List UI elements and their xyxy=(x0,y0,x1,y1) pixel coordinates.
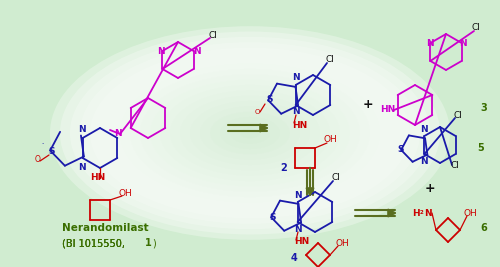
Ellipse shape xyxy=(60,32,440,234)
Text: N: N xyxy=(426,38,434,48)
Text: S: S xyxy=(270,214,276,222)
Text: N: N xyxy=(424,209,432,218)
Ellipse shape xyxy=(70,37,430,229)
Text: Cl: Cl xyxy=(208,30,218,40)
Text: +: + xyxy=(424,182,436,194)
Text: N: N xyxy=(193,48,201,57)
Ellipse shape xyxy=(180,96,320,170)
Text: 5: 5 xyxy=(478,143,484,153)
Text: S: S xyxy=(267,96,273,104)
Text: OH: OH xyxy=(335,238,349,248)
Ellipse shape xyxy=(160,85,340,181)
Ellipse shape xyxy=(240,128,260,138)
Text: N: N xyxy=(114,129,122,139)
Text: HN: HN xyxy=(90,174,106,183)
Ellipse shape xyxy=(120,64,380,202)
Text: N: N xyxy=(294,225,302,234)
Text: S: S xyxy=(49,147,55,156)
Text: H: H xyxy=(412,209,420,218)
Text: O: O xyxy=(254,109,260,115)
Text: OH: OH xyxy=(323,135,337,144)
Text: N: N xyxy=(420,125,428,135)
Ellipse shape xyxy=(190,101,310,165)
Text: N: N xyxy=(459,38,467,48)
Text: ): ) xyxy=(152,238,156,248)
Text: N: N xyxy=(157,48,165,57)
Ellipse shape xyxy=(100,53,400,213)
Text: 4: 4 xyxy=(290,253,298,263)
Text: Cl: Cl xyxy=(332,174,340,183)
Text: 6: 6 xyxy=(480,223,488,233)
Text: N: N xyxy=(78,125,86,135)
Text: +: + xyxy=(362,99,374,112)
Ellipse shape xyxy=(230,122,270,144)
Ellipse shape xyxy=(140,74,360,192)
Ellipse shape xyxy=(130,69,370,197)
Text: (BI 1015550,: (BI 1015550, xyxy=(62,238,128,248)
Text: ..: .. xyxy=(41,140,45,146)
Text: Cl: Cl xyxy=(472,23,480,33)
Text: 1: 1 xyxy=(145,238,152,248)
Text: Cl: Cl xyxy=(326,56,334,65)
Ellipse shape xyxy=(110,58,390,208)
Text: Cl: Cl xyxy=(450,160,460,170)
Text: (BI 1015550,: (BI 1015550, xyxy=(62,238,128,248)
Ellipse shape xyxy=(200,106,300,160)
Ellipse shape xyxy=(80,42,420,224)
Ellipse shape xyxy=(50,26,450,240)
Text: N: N xyxy=(292,73,300,83)
Text: 3: 3 xyxy=(480,103,488,113)
Text: Nerandomilast: Nerandomilast xyxy=(62,223,148,233)
Ellipse shape xyxy=(90,48,410,218)
Ellipse shape xyxy=(150,80,350,186)
Text: N: N xyxy=(292,108,300,116)
Text: N: N xyxy=(78,163,86,172)
Text: Cl: Cl xyxy=(454,111,462,120)
Text: 2: 2 xyxy=(280,163,287,173)
Text: N: N xyxy=(294,190,302,199)
Text: HN: HN xyxy=(292,120,308,129)
Ellipse shape xyxy=(210,112,290,154)
Text: S: S xyxy=(398,146,404,155)
Text: OH: OH xyxy=(463,209,477,218)
Text: 2: 2 xyxy=(420,210,424,215)
Text: HN: HN xyxy=(380,105,396,115)
Ellipse shape xyxy=(170,90,330,176)
Text: N: N xyxy=(420,158,428,167)
Ellipse shape xyxy=(220,117,280,149)
Text: OH: OH xyxy=(118,189,132,198)
Text: (BI 1015550,: (BI 1015550, xyxy=(62,238,128,248)
Text: O: O xyxy=(35,155,41,164)
Text: HN: HN xyxy=(294,238,310,246)
